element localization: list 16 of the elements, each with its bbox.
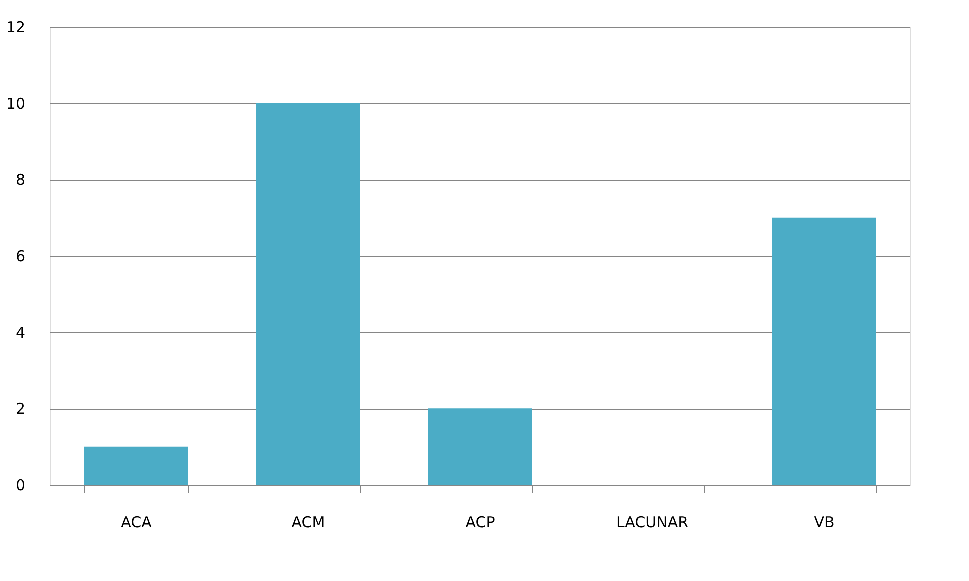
y-tick-label: 0	[16, 476, 26, 494]
y-tick-label: 8	[16, 171, 26, 190]
y-tick-label: 12	[6, 18, 26, 36]
y-tick-label: 4	[16, 324, 26, 342]
x-tick-label: ACP	[466, 514, 496, 532]
bar	[84, 446, 188, 485]
x-tick-label: LACUNAR	[616, 514, 689, 532]
x-tick-label: ACM	[292, 514, 326, 532]
y-tick-label: 6	[16, 248, 26, 266]
y-tick-label: 2	[16, 400, 26, 418]
bar	[772, 218, 876, 485]
bar	[256, 103, 360, 485]
x-tick-label: ACA	[121, 514, 153, 532]
bar	[428, 408, 532, 485]
y-tick-label: 10	[6, 94, 26, 113]
x-tick-label: VB	[814, 514, 835, 532]
